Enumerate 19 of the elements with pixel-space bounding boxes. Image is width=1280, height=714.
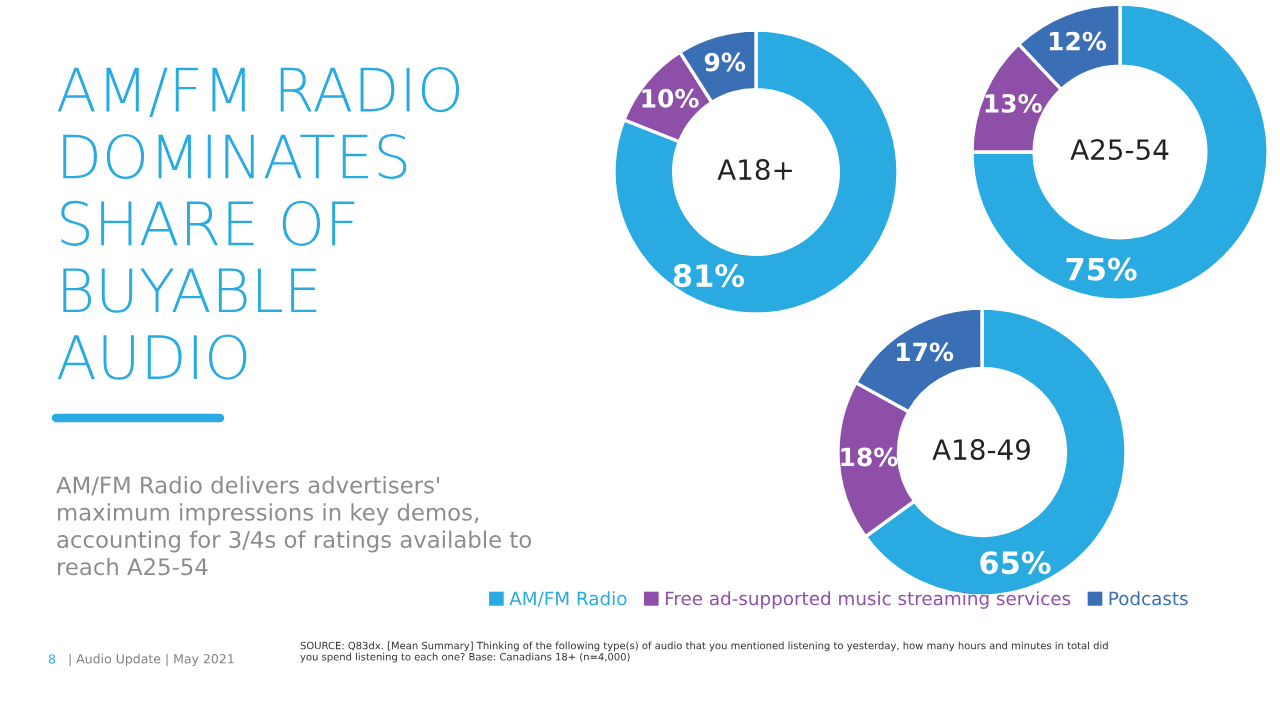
data-label: 65% [980,551,1051,575]
data-label: 17% [896,342,954,362]
data-label: 10% [642,88,699,108]
text: AM/FM Radio delivers advertisers' maximum impressions in key demos, accounting for 3/4s of ratings available to reach A25-54 [56,476,531,576]
donut-slice [612,28,900,316]
data-label: 13% [985,93,1042,113]
donut-slice [970,2,1270,302]
data-label: 75% [1066,257,1137,281]
legend-label: Free ad-supported music streaming services [665,591,1071,609]
data-label: 81% [673,264,745,288]
text: A25-54 [1070,139,1169,161]
data-label: 12% [1049,31,1107,51]
data-label: 18% [841,447,898,467]
text: A18-49 [932,439,1030,461]
text: A18+ [717,159,792,181]
data-label: 9% [704,52,746,72]
legend-label: Podcasts [1109,591,1188,606]
legend-label: AM/FM Radio [509,591,627,607]
text: AM/FM RADIO DOMINATES SHARE OF BUYABLE AUDIO [57,67,460,380]
